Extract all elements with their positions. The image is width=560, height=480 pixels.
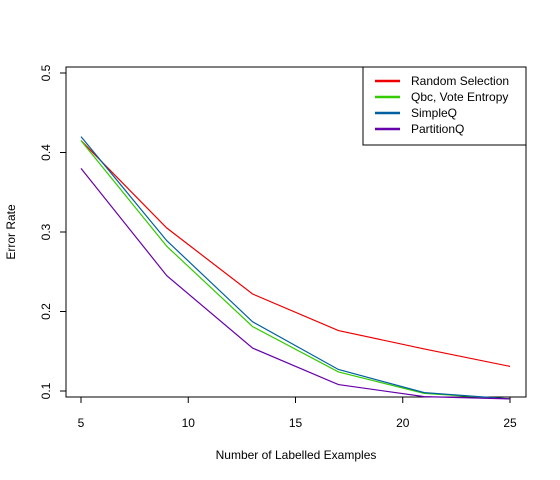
x-tick-label: 5 (78, 416, 85, 430)
x-axis: 5 10 15 20 25 (78, 396, 517, 430)
x-tick-label: 25 (503, 416, 517, 430)
series-line-random-selection (80, 140, 511, 367)
legend-label: Qbc, Vote Entropy (411, 90, 508, 104)
series-lines (80, 136, 511, 400)
x-tick-label: 10 (182, 416, 196, 430)
y-tick-label: 0.5 (39, 64, 53, 81)
series-line-qbc-vote-entropy (80, 140, 511, 400)
legend: Random Selection Qbc, Vote Entropy SimpleQ… (362, 66, 527, 146)
legend-label: PartitionQ (411, 122, 464, 136)
y-tick-label: 0.2 (39, 303, 53, 320)
x-axis-title: Number of Labelled Examples (216, 448, 377, 462)
series-line-simpleq (80, 136, 511, 400)
y-tick-label: 0.3 (39, 223, 53, 240)
y-tick-label: 0.1 (39, 382, 53, 399)
y-axis-title: Error Rate (4, 204, 18, 260)
series-line-partitionq (80, 168, 511, 400)
y-tick-label: 0.4 (39, 144, 53, 161)
x-tick-label: 15 (289, 416, 303, 430)
legend-label: Random Selection (411, 74, 509, 88)
y-axis: 0.1 0.2 0.3 0.4 0.5 (39, 64, 67, 399)
legend-label: SimpleQ (411, 106, 457, 120)
x-tick-label: 20 (396, 416, 410, 430)
